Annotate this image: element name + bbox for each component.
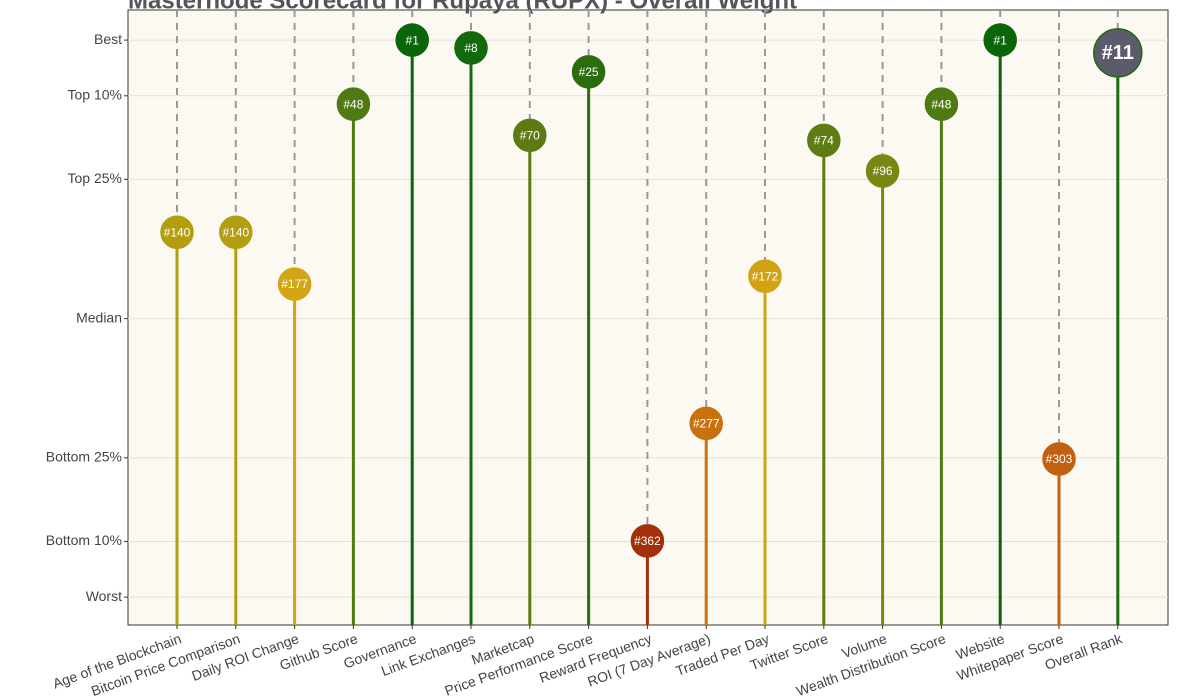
- point: [513, 118, 547, 153]
- rank-label: #74: [814, 134, 834, 148]
- y-tick-label: Median: [76, 309, 122, 325]
- rank-label: #96: [873, 164, 893, 178]
- rank-label: #303: [1046, 452, 1073, 466]
- point: [219, 215, 253, 250]
- rank-label: #277: [693, 417, 720, 431]
- rank-label: #48: [343, 97, 363, 111]
- y-tick-label: Top 25%: [68, 170, 122, 186]
- rank-label: #177: [281, 277, 308, 291]
- rank-label: #48: [931, 97, 951, 111]
- rank-label: #1: [406, 33, 420, 47]
- rank-label: #25: [579, 65, 599, 79]
- point: [277, 267, 312, 301]
- point: [571, 55, 606, 89]
- point: [630, 524, 665, 558]
- point: [1042, 442, 1076, 476]
- rank-label: #1: [994, 33, 1008, 47]
- point: [983, 23, 1017, 57]
- point: [865, 154, 900, 188]
- rank-label: #362: [634, 534, 661, 548]
- rank-label: #140: [222, 225, 249, 239]
- rank-label: #70: [520, 129, 540, 143]
- point: [807, 123, 841, 158]
- y-tick-label: Bottom 25%: [46, 449, 122, 465]
- y-tick-label: Bottom 10%: [46, 532, 122, 548]
- y-tick-label: Top 10%: [68, 86, 122, 102]
- point: [748, 259, 782, 294]
- y-tick-label: Worst: [86, 588, 122, 604]
- point: [395, 23, 429, 57]
- y-tick-label: Best: [94, 31, 122, 47]
- chart-title: Masternode Scorecard for Rupaya (RUPX) -…: [128, 0, 797, 14]
- point: [336, 87, 371, 121]
- point: [924, 87, 959, 121]
- point: [160, 215, 194, 250]
- point: [1093, 28, 1143, 78]
- rank-label: #11: [1102, 42, 1134, 64]
- rank-label: #172: [752, 269, 779, 283]
- rank-label: #8: [464, 41, 478, 55]
- point: [454, 31, 488, 65]
- rank-label: #140: [164, 225, 191, 239]
- point: [689, 406, 723, 441]
